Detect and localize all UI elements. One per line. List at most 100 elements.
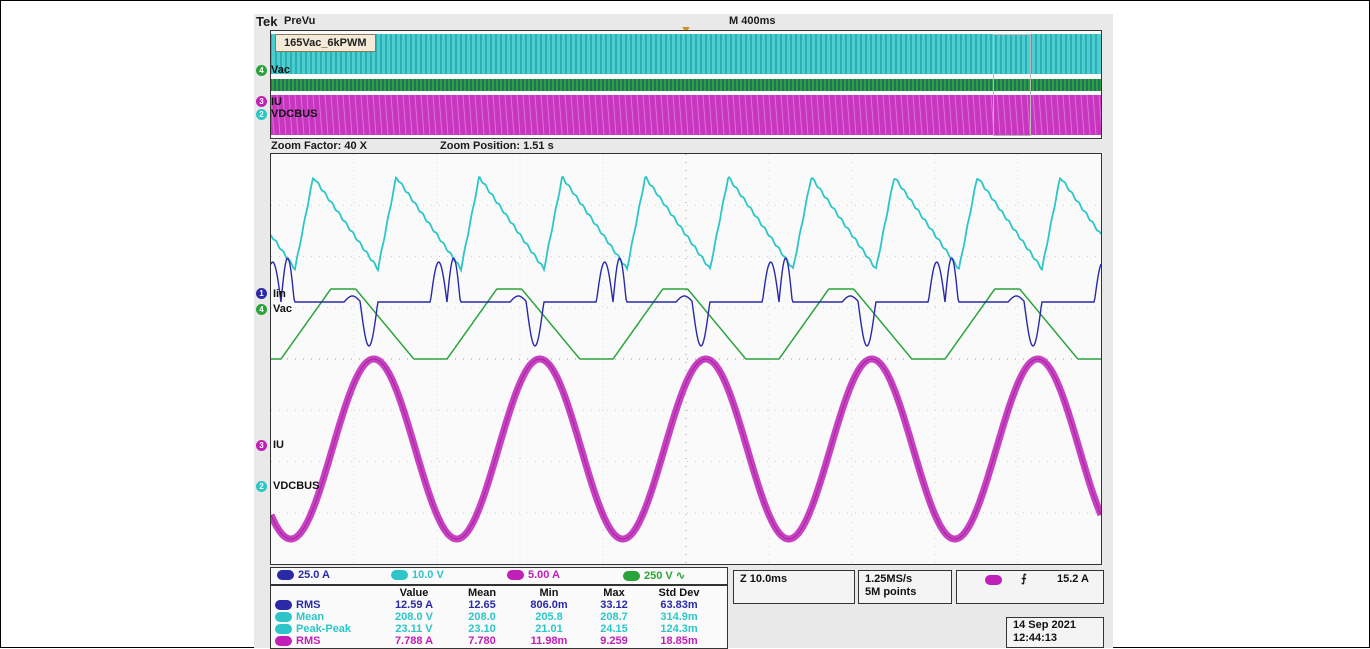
channel-2-zoom-marker: 2 <box>256 481 267 492</box>
trigger-box: ⨍ 15.2 A <box>956 570 1104 604</box>
preview-iu-stripe <box>630 94 635 136</box>
preview-iu-stripe <box>654 94 659 136</box>
measurement-channel-pill <box>275 612 292 623</box>
measurement-cell: 7.780 <box>468 635 496 647</box>
measurement-cell: 208.0 V <box>395 611 433 623</box>
zoom-label-vac: Vac <box>273 303 292 315</box>
measurement-cell: 314.9m <box>660 611 698 623</box>
brand-logo: Tek <box>256 14 278 29</box>
measurement-cell: 208.0 <box>468 611 496 623</box>
preview-iu-stripe <box>876 94 881 136</box>
preview-iu-stripe <box>618 94 623 136</box>
channel-3-zoom-marker: 3 <box>256 440 267 451</box>
preview-iu-stripe <box>576 94 581 136</box>
preview-iu-stripe <box>372 94 377 136</box>
preview-iu-stripe <box>1014 94 1019 136</box>
zoom-label-iu: IU <box>273 439 284 451</box>
preview-iu-stripe <box>936 94 941 136</box>
preview-iu-stripe <box>1098 94 1101 129</box>
preview-iu-stripe <box>1068 94 1073 136</box>
preview-iu-stripe <box>894 94 899 136</box>
measurement-cell: 9.259 <box>600 635 628 647</box>
timebase-label: M 400ms <box>729 15 776 27</box>
preview-iu-stripe <box>534 94 539 136</box>
preview-iu-stripe <box>564 94 569 136</box>
measurement-cell: 806.0m <box>530 599 568 611</box>
measurement-cell: 208.7 <box>600 611 628 623</box>
preview-iu-stripe <box>810 94 815 136</box>
preview-iu-stripe <box>870 94 875 136</box>
preview-iu-stripe <box>816 94 821 136</box>
preview-iu-stripe <box>330 94 335 136</box>
zoom-position: Zoom Position: 1.51 s <box>440 140 554 152</box>
preview-iu-stripe <box>1050 94 1055 136</box>
preview-iu-stripe <box>852 94 857 136</box>
preview-iu-stripe <box>522 94 527 136</box>
preview-iu-stripe <box>930 94 935 136</box>
measurement-cell: 18.85m <box>660 635 698 647</box>
measurement-cell: 24.15 <box>600 623 628 635</box>
preview-iu-stripe <box>426 94 431 136</box>
preview-iu-stripe <box>624 94 629 136</box>
preview-label-iu: IU <box>271 96 282 108</box>
preview-iu-stripe <box>762 94 767 136</box>
preview-iu-stripe <box>996 94 1001 136</box>
preview-iu-stripe <box>552 94 557 136</box>
preview-iu-stripe <box>768 94 773 136</box>
preview-iu-stripe <box>798 94 803 136</box>
preview-iu-stripe <box>666 94 671 136</box>
channel-3-marker: 3 <box>256 96 267 107</box>
record-length: 5M points <box>865 586 917 598</box>
preview-iu-stripe <box>906 94 911 136</box>
measurement-channel-pill <box>275 600 292 611</box>
preview-iu-stripe <box>606 94 611 136</box>
preview-iu-stripe <box>954 94 959 136</box>
preview-iu-stripe <box>498 94 503 136</box>
preview-iu-stripe <box>474 94 479 136</box>
measurement-channel-pill <box>275 636 292 647</box>
preview-iu-stripe <box>582 94 587 136</box>
preview-iu-stripe <box>558 94 563 136</box>
preview-iu-stripe <box>282 94 287 136</box>
preview-iu-stripe <box>660 94 665 136</box>
vac-trace <box>271 288 1101 360</box>
preview-iu-stripe <box>378 94 383 136</box>
preview-iu-stripe <box>840 94 845 136</box>
measurement-cell: 124.3m <box>660 623 698 635</box>
preview-iu-stripe <box>918 94 923 136</box>
preview-iu-stripe <box>774 94 779 136</box>
preview-iu-stripe <box>360 94 365 136</box>
preview-iu-stripe <box>276 94 281 136</box>
trigger-slope-icon: ⨍ <box>1021 573 1027 585</box>
preview-iu-stripe <box>708 94 713 136</box>
preview-iu-stripe <box>384 94 389 136</box>
preview-iu-stripe <box>486 94 491 136</box>
preview-iu-stripe <box>690 94 695 136</box>
measurement-row: Mean 208.0 V 208.0 205.8 208.7 314.9m <box>275 611 717 623</box>
preview-iu-stripe <box>432 94 437 136</box>
measurement-header-row: Value Mean Min Max Std Dev <box>399 587 700 599</box>
timestamp-box: 14 Sep 2021 12:44:13 <box>1006 617 1104 648</box>
scale-ch3: 5.00 A <box>507 569 560 581</box>
preview-iu-stripe <box>336 94 341 136</box>
preview-iu-stripe <box>864 94 869 136</box>
preview-iu-stripe <box>738 94 743 136</box>
preview-iu-stripe <box>1092 94 1097 136</box>
measurement-cell: Mean <box>275 611 381 623</box>
timestamp-date: 14 Sep 2021 <box>1013 619 1076 631</box>
preview-iu-stripe <box>822 94 827 136</box>
preview-iu-stripe <box>306 94 311 136</box>
preview-iu-stripe <box>750 94 755 136</box>
oscilloscope-screen: Tek PreVu M 400ms 165Vac_6kPWM 4 Vac 3 I… <box>254 14 1113 649</box>
preview-iu-stripe <box>570 94 575 136</box>
measurement-row: RMS 7.788 A 7.780 11.98m 9.259 18.85m <box>275 635 717 647</box>
preview-iu-stripe <box>312 94 317 136</box>
preview-iu-stripe <box>294 94 299 136</box>
preview-iu-stripe <box>720 94 725 136</box>
measurement-cell: 205.8 <box>535 611 563 623</box>
channel-scale-bar: 25.0 A 10.0 V 5.00 A 250 V ∿ <box>270 567 728 585</box>
preview-iu-stripe <box>492 94 497 136</box>
measurement-cell: 12.59 A <box>394 599 434 611</box>
preview-iu-stripe <box>714 94 719 136</box>
waveform-label-box: 165Vac_6kPWM <box>275 34 376 52</box>
